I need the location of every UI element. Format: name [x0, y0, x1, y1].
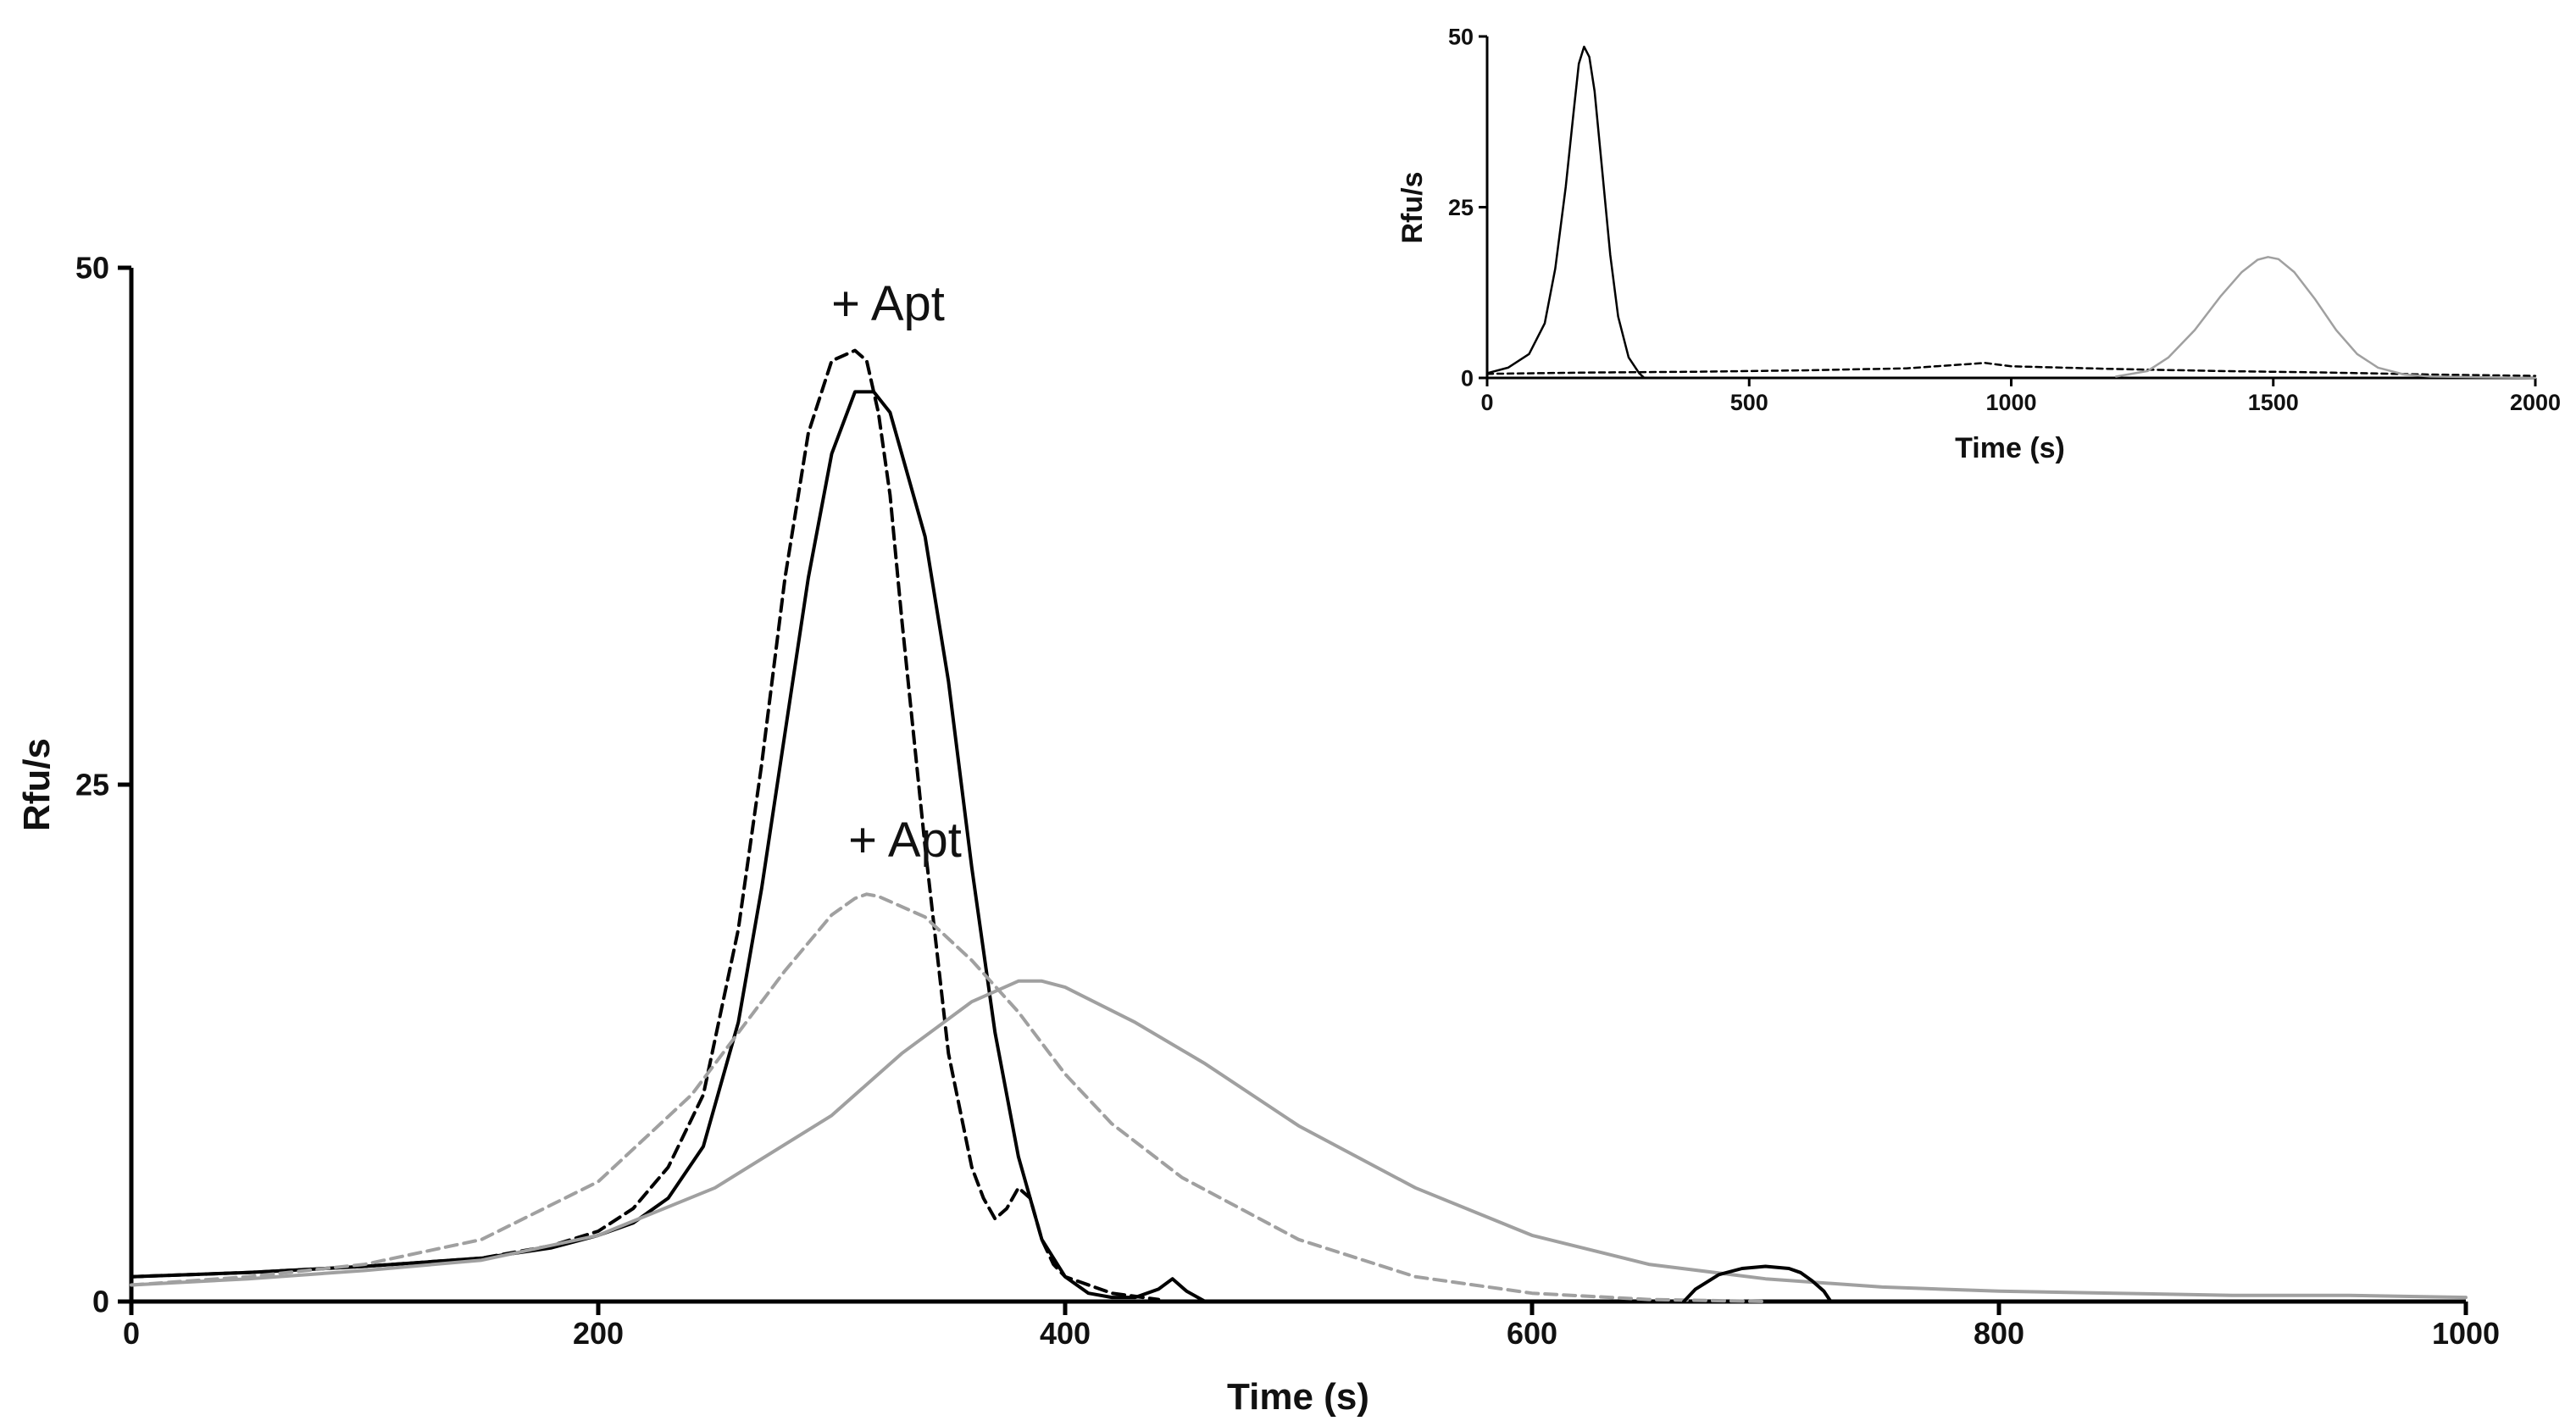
inset-x-axis-title: Time (s): [1955, 432, 2065, 464]
main-chart: 0 200 400 600 800 1000 0 25 50 Time (s) Rfu/s + …: [16, 251, 2500, 1418]
main-y-axis-title: Rfu/s: [16, 738, 58, 831]
inset-y-tick-label-0: 0: [1461, 365, 1474, 391]
main-y-tick-label-2: 50: [75, 251, 109, 286]
main-annotation-black-apt: + Apt: [831, 276, 945, 331]
inset-y-tick-label-2: 50: [1448, 24, 1474, 49]
main-x-tick-label-0: 0: [123, 1316, 140, 1351]
main-x-axis-title: Time (s): [1227, 1376, 1369, 1418]
inset-x-tick-label-2: 1000: [1985, 390, 2036, 415]
inset-x-tick-label-3: 1500: [2248, 390, 2299, 415]
main-series-grey-solid: [130, 979, 2468, 1300]
main-series-black-solid-small-peak: [1682, 1264, 1833, 1303]
main-x-tick-label-4: 800: [1974, 1316, 2024, 1351]
inset-series-black-solid-peak: [1485, 45, 1646, 380]
main-y-tick-label-0: 0: [92, 1285, 109, 1319]
inset-x-tick-label-0: 0: [1480, 390, 1493, 415]
main-y-tick-label-1: 25: [75, 768, 109, 802]
main-x-tick-label-5: 1000: [2432, 1316, 2500, 1351]
inset-x-tick-label-1: 500: [1730, 390, 1768, 415]
inset-series-grey-solid-peak: [2114, 256, 2537, 380]
main-x-tick-label-3: 600: [1507, 1316, 1557, 1351]
main-series-grey-dashed: [130, 892, 1768, 1303]
inset-y-axis-title: Rfu/s: [1396, 172, 1429, 244]
inset-series-black-dashed-baseline: [1485, 362, 2537, 377]
main-x-tick-label-1: 200: [573, 1316, 624, 1351]
inset-x-tick-label-4: 2000: [2510, 390, 2561, 415]
inset-chart: 0 500 1000 1500 2000 0 25 50 Time (s) Rfu/s: [1396, 24, 2561, 464]
inset-y-tick-label-1: 25: [1448, 195, 1474, 220]
main-series-black-dashed: [130, 348, 1161, 1302]
main-x-tick-label-2: 400: [1040, 1316, 1091, 1351]
main-annotation-grey-apt: + Apt: [848, 813, 962, 868]
